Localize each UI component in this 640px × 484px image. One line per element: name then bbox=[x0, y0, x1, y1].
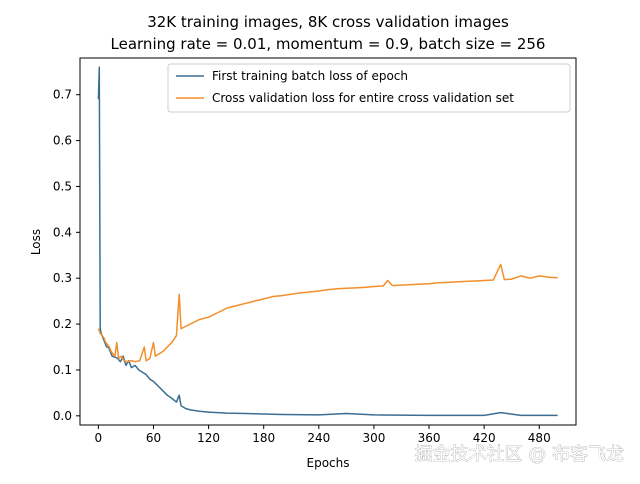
x-tick-label: 180 bbox=[252, 431, 275, 445]
legend-label-training: First training batch loss of epoch bbox=[212, 69, 408, 83]
plot-frame bbox=[79, 57, 577, 426]
x-axis-label: Epochs bbox=[307, 456, 350, 470]
y-tick-label: 0.0 bbox=[53, 409, 72, 423]
validation-loss-line bbox=[97, 263, 558, 363]
x-ticks: 0 60 120 180 240 300 360 420 480 bbox=[95, 425, 551, 445]
y-tick-label: 0.3 bbox=[53, 271, 72, 285]
y-tick-label: 0.6 bbox=[53, 134, 72, 148]
series-layer bbox=[97, 66, 558, 417]
chart-title-line-1: 32K training images, 8K cross validation… bbox=[147, 13, 509, 31]
x-tick-label: 240 bbox=[307, 431, 330, 445]
legend-label-validation: Cross validation loss for entire cross v… bbox=[212, 91, 514, 105]
training-loss-line bbox=[97, 66, 558, 417]
x-tick-label: 360 bbox=[418, 431, 441, 445]
x-tick-label: 480 bbox=[528, 431, 551, 445]
x-tick-label: 120 bbox=[197, 431, 220, 445]
x-tick-label: 420 bbox=[473, 431, 496, 445]
x-tick-label: 0 bbox=[95, 431, 103, 445]
y-tick-label: 0.7 bbox=[53, 88, 72, 102]
y-tick-label: 0.1 bbox=[53, 363, 72, 377]
y-axis-label: Loss bbox=[29, 229, 43, 255]
legend-box bbox=[167, 63, 571, 113]
y-ticks: 0.0 0.1 0.2 0.3 0.4 0.5 0.6 0.7 bbox=[53, 88, 80, 423]
watermark: 掘金技术社区 @ 布客飞龙 bbox=[415, 444, 624, 465]
x-tick-label: 300 bbox=[362, 431, 385, 445]
chart-title-line-2: Learning rate = 0.01, momentum = 0.9, ba… bbox=[111, 35, 546, 53]
x-tick-label: 60 bbox=[146, 431, 161, 445]
y-tick-label: 0.2 bbox=[53, 317, 72, 331]
y-tick-label: 0.4 bbox=[53, 225, 72, 239]
legend: First training batch loss of epoch Cross… bbox=[167, 63, 571, 113]
y-tick-label: 0.5 bbox=[53, 179, 72, 193]
